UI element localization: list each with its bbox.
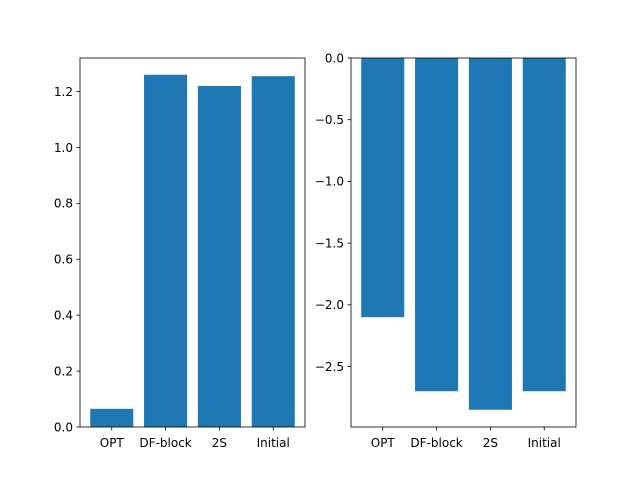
bar-df-block — [415, 58, 459, 392]
left-bar-chart: 0.0 0.2 0.4 0.6 0.8 1.0 1.2 OPT DF-block 2S Initia… — [54, 57, 306, 450]
y-tick-label: 0.6 — [54, 253, 73, 267]
y-tick-label: 1.0 — [54, 141, 73, 155]
bar-initial — [251, 76, 295, 428]
bar-initial — [522, 58, 566, 392]
bar-opt — [90, 408, 134, 427]
x-tick-label: 2S — [212, 436, 227, 450]
bar-opt — [361, 58, 405, 318]
y-tick-label: −2.5 — [315, 360, 344, 374]
y-tick-label: 0.4 — [54, 308, 73, 322]
y-tick-label: −2.0 — [315, 298, 344, 312]
x-tick-label: Initial — [528, 436, 561, 450]
bar-2s — [468, 58, 512, 410]
bar-2s — [197, 85, 241, 427]
x-tick-label: DF-block — [139, 436, 191, 450]
y-tick-label: −0.5 — [315, 113, 344, 127]
right-bar-chart: 0.0 −0.5 −1.0 −1.5 −2.0 −2.5 OPT DF-block 2S Init… — [315, 51, 577, 450]
y-tick-label: 0.8 — [54, 197, 73, 211]
x-tick-label: DF-block — [410, 436, 462, 450]
x-tick-label: OPT — [371, 436, 396, 450]
y-tick-label: 1.2 — [54, 85, 73, 99]
y-tick-label: 0.0 — [54, 420, 73, 434]
y-tick-label: −1.0 — [315, 175, 344, 189]
x-tick-label: Initial — [257, 436, 290, 450]
y-tick-label: 0.2 — [54, 364, 73, 378]
y-tick-label: −1.5 — [315, 236, 344, 250]
x-tick-label: OPT — [100, 436, 125, 450]
y-tick-label: 0.0 — [325, 51, 344, 65]
axes-frame — [350, 57, 577, 428]
x-tick-label: 2S — [483, 436, 498, 450]
axes-frame — [79, 57, 306, 428]
bar-df-block — [144, 74, 188, 428]
